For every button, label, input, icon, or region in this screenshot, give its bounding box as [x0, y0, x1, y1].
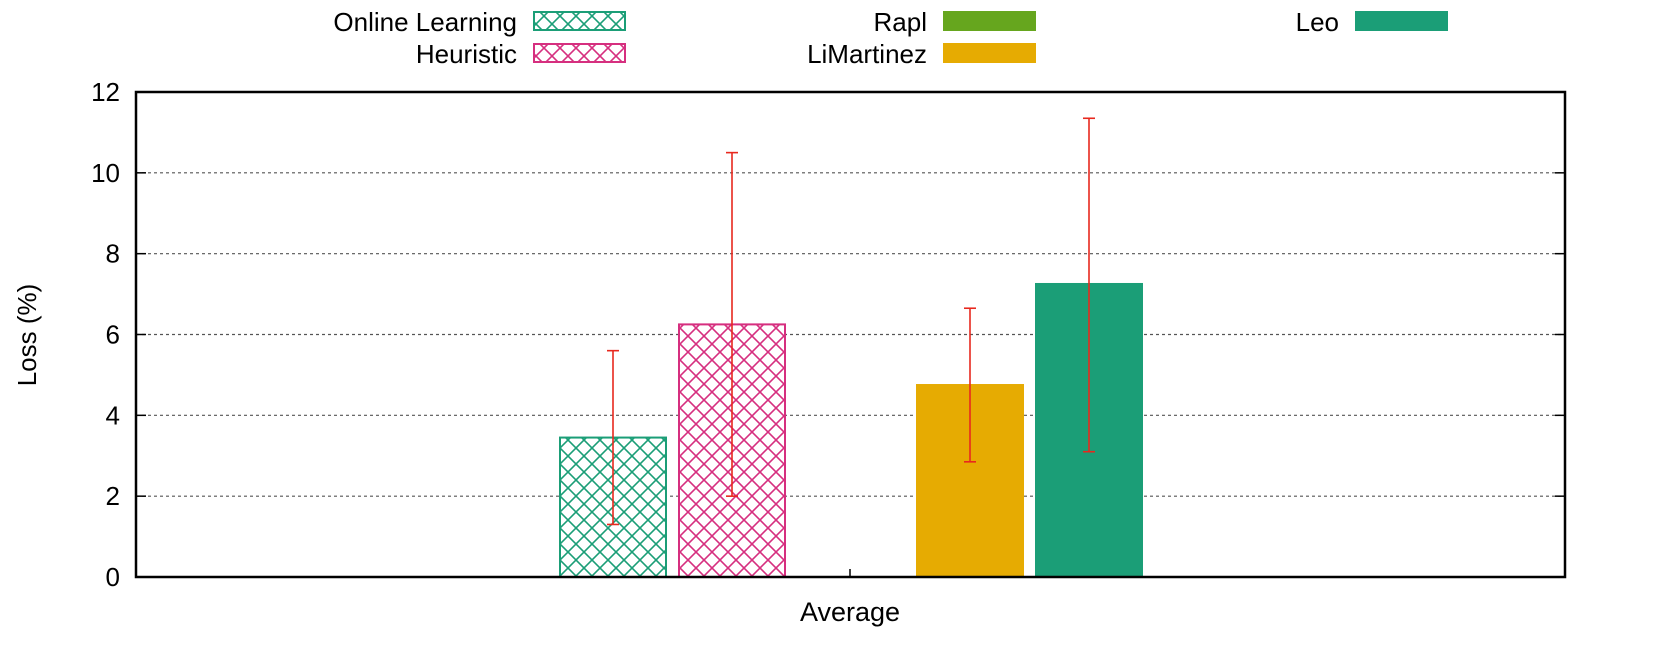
error-bars	[607, 117, 1095, 526]
legend-label-limartinez: LiMartinez	[807, 39, 927, 69]
y-axis-ticks: 0 2 4 6 8 10 12	[91, 77, 1565, 592]
y-tick-label: 8	[106, 239, 120, 269]
legend-swatch-heuristic	[533, 43, 626, 63]
legend-swatch-leo	[1355, 11, 1448, 31]
legend-swatch-limartinez	[943, 43, 1036, 63]
legend-swatch-rapl	[943, 11, 1036, 31]
legend-swatch-online-learning	[533, 11, 626, 31]
x-axis-label: Average	[800, 597, 900, 627]
bars	[559, 282, 1143, 579]
y-tick-label: 10	[91, 158, 120, 188]
y-tick-label: 12	[91, 77, 120, 107]
y-tick-label: 6	[106, 320, 120, 350]
legend-label-online-learning: Online Learning	[333, 7, 517, 37]
legend-label-rapl: Rapl	[874, 7, 927, 37]
y-axis-label: Loss (%)	[12, 284, 42, 387]
y-tick-label: 2	[106, 481, 120, 511]
gridlines	[136, 172, 1565, 497]
legend-label-heuristic: Heuristic	[416, 39, 517, 69]
y-tick-label: 4	[106, 400, 120, 430]
legend-label-leo: Leo	[1296, 7, 1339, 37]
y-tick-label: 0	[106, 562, 120, 592]
